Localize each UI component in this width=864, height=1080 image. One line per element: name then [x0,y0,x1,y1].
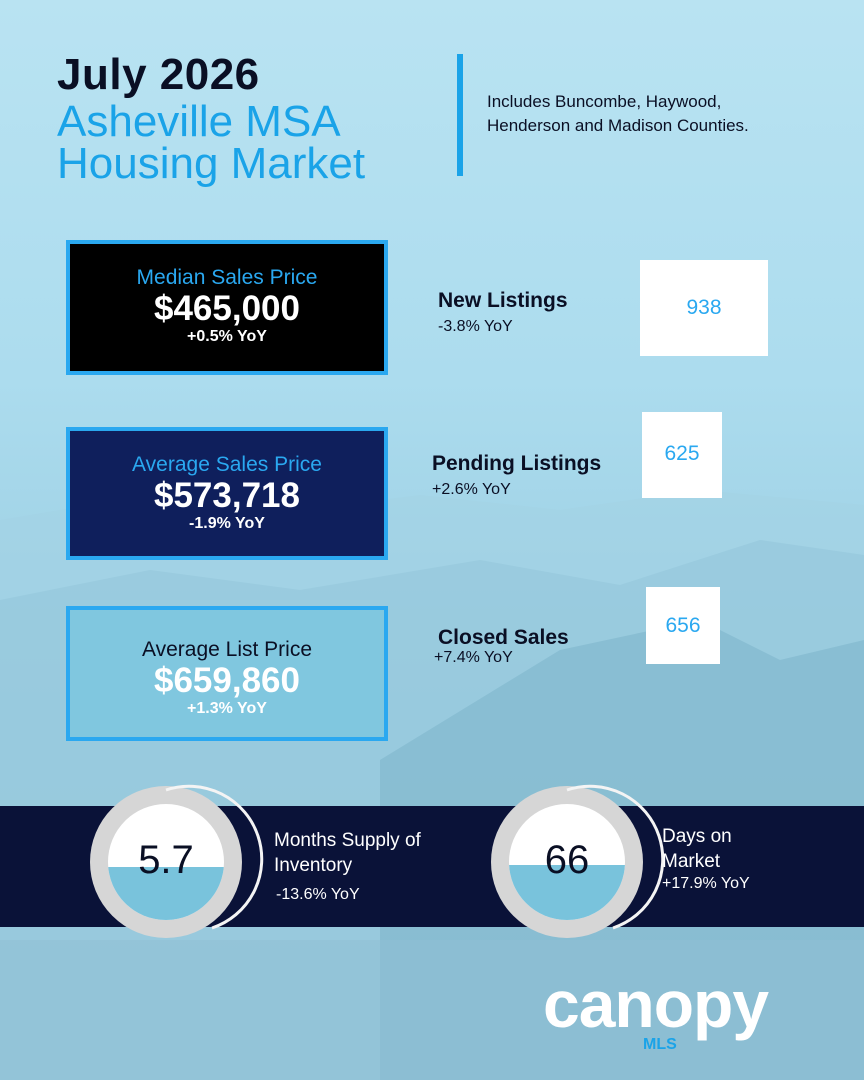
card-change: -1.9% YoY [189,515,265,532]
stat-value: 625 [642,412,722,498]
card-change: +1.3% YoY [187,700,267,717]
title: July 2026 [57,50,260,99]
stat-value: 938 [640,260,768,356]
stat-change: +2.6% YoY [432,481,511,498]
card-value: $573,718 [154,476,300,515]
stat-value: 656 [646,587,720,664]
gauge-arc [566,784,665,930]
stat-change: -3.8% YoY [438,318,513,335]
stat-label: Pending Listings [432,452,602,475]
logo-subtext: MLS [643,1036,677,1053]
gauge-value: 5.7 [138,838,194,882]
gauge-label: Days on Market [662,826,732,872]
logo: canopy [543,967,769,1041]
subtitle: Asheville MSA [57,97,341,146]
card-label: Average List Price [141,638,313,661]
coverage-note: Includes Buncombe, Haywood, Henderson an… [487,92,749,135]
subtitle: Housing Market [57,139,366,188]
card-change: +0.5% YoY [187,328,267,345]
price-card: Average List Price $659,860 +1.3% YoY [66,606,388,741]
gauge-value: 66 [544,838,590,882]
price-card: Average Sales Price $573,718 -1.9% YoY [66,427,388,560]
stat-label: New Listings [438,289,568,312]
card-value: $659,860 [154,661,300,700]
gauge-arc [165,784,264,930]
stat-change: +7.4% YoY [434,649,513,666]
gauges [90,784,665,938]
divider [457,54,463,176]
gauge-change: +17.9% YoY [662,875,750,892]
card-label: Median Sales Price [136,266,318,289]
ridge [0,940,864,1080]
stat-label: Closed Sales [438,626,569,649]
card-label: Average Sales Price [132,453,322,476]
gauge-label: Months Supply of Inventory [274,830,421,876]
gauge-fill [108,867,224,920]
gauge-change: -13.6% YoY [276,886,360,903]
price-card: Median Sales Price $465,000 +0.5% YoY [66,240,388,375]
card-value: $465,000 [154,289,300,328]
gauge-fill [509,865,625,920]
